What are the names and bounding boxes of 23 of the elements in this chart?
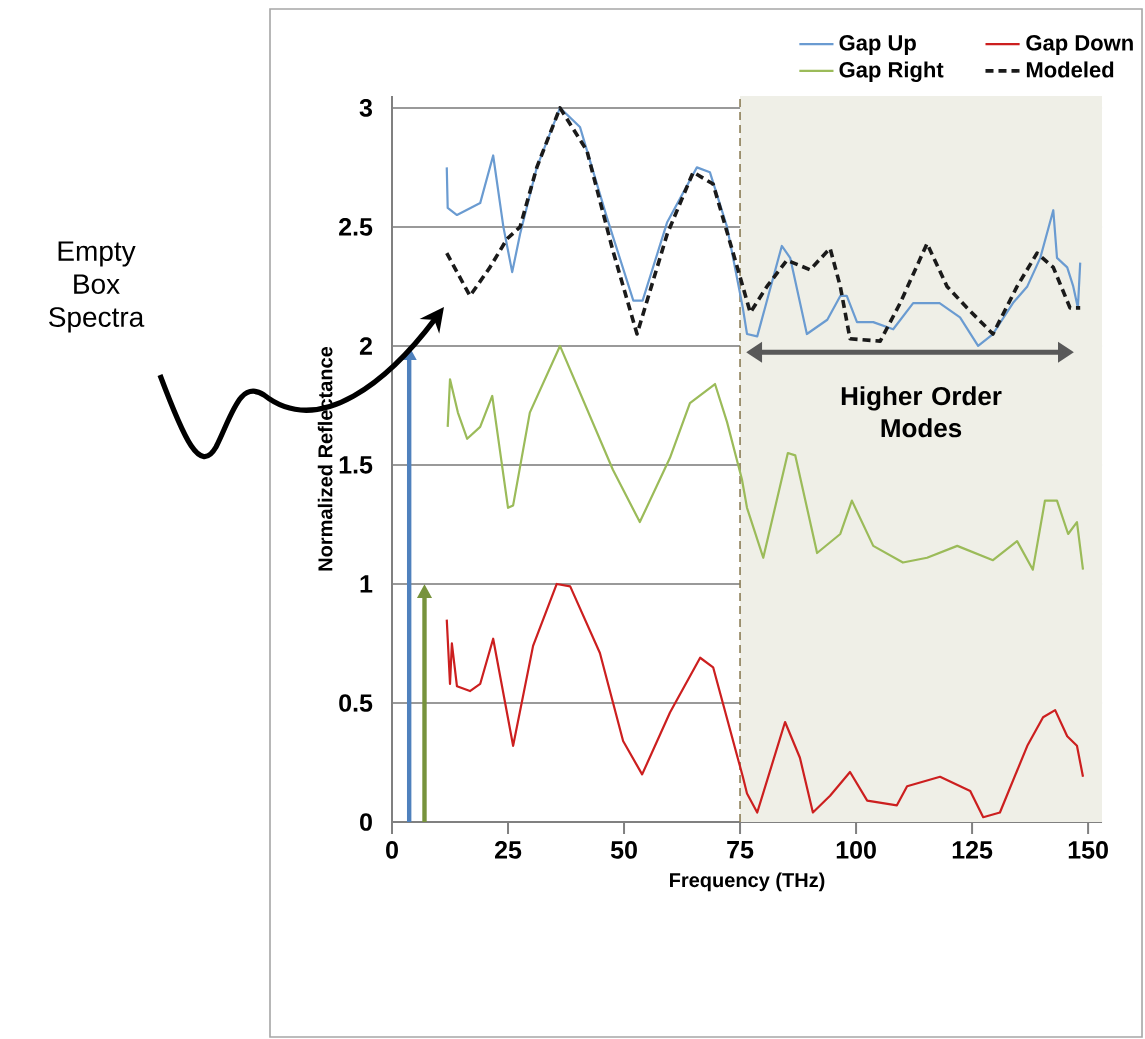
legend-label: Gap Down [1026,35,1133,55]
x-tick-label: 50 [610,841,637,859]
y-tick-label: 1.5 [339,456,373,474]
y-tick-label: 3 [359,99,373,117]
x-tick-label: 100 [836,841,876,859]
y-tick-label: 1 [360,575,373,593]
x-axis-title: Frequency (THz) [670,872,825,892]
legend-label: Gap Up [839,35,916,55]
y-tick-label: 2 [359,337,372,355]
x-tick-label: 125 [952,841,993,859]
text: Empty Box Spectra [49,241,145,333]
y-tick-label: 0.5 [339,694,373,712]
y-tick-label: 0 [360,813,372,831]
legend-label: Modeled [1026,61,1114,78]
legend-label: Gap Right [839,61,944,82]
x-tick-label: 150 [1068,841,1108,859]
x-tick-label: 75 [727,841,754,859]
line-series [445,582,1085,819]
band-label: Higher Order Modes [841,386,1002,438]
x-tick-label: 0 [386,841,398,859]
x-tick-label: 25 [495,841,522,859]
y-tick-label: 2.5 [339,218,373,236]
line-series [446,344,1085,571]
